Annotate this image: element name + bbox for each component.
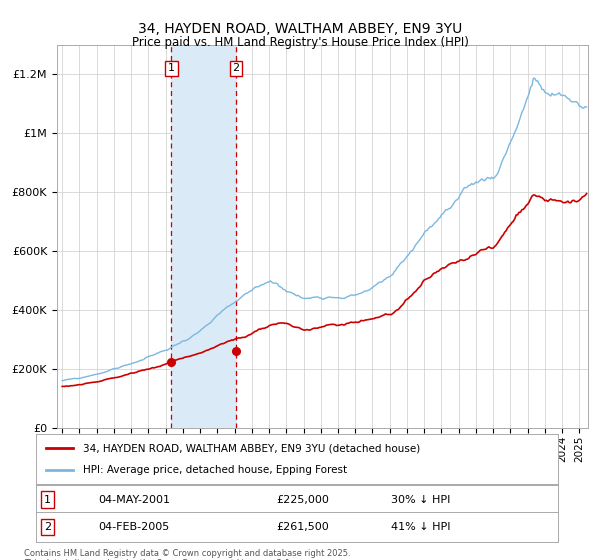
Text: 41% ↓ HPI: 41% ↓ HPI xyxy=(391,522,451,532)
Text: 2: 2 xyxy=(233,63,239,73)
Text: Contains HM Land Registry data © Crown copyright and database right 2025.
This d: Contains HM Land Registry data © Crown c… xyxy=(24,549,350,560)
Text: 04-FEB-2005: 04-FEB-2005 xyxy=(98,522,170,532)
Text: 04-MAY-2001: 04-MAY-2001 xyxy=(98,494,170,505)
Text: 1: 1 xyxy=(168,63,175,73)
Bar xyxy=(172,45,236,428)
Text: HPI: Average price, detached house, Epping Forest: HPI: Average price, detached house, Eppi… xyxy=(83,465,347,475)
Text: £225,000: £225,000 xyxy=(276,494,329,505)
Text: Price paid vs. HM Land Registry's House Price Index (HPI): Price paid vs. HM Land Registry's House … xyxy=(131,36,469,49)
Text: 34, HAYDEN ROAD, WALTHAM ABBEY, EN9 3YU: 34, HAYDEN ROAD, WALTHAM ABBEY, EN9 3YU xyxy=(138,22,462,36)
Text: 30% ↓ HPI: 30% ↓ HPI xyxy=(391,494,451,505)
Text: 34, HAYDEN ROAD, WALTHAM ABBEY, EN9 3YU (detached house): 34, HAYDEN ROAD, WALTHAM ABBEY, EN9 3YU … xyxy=(83,443,420,453)
Text: £261,500: £261,500 xyxy=(276,522,329,532)
Text: 2: 2 xyxy=(44,522,51,532)
Text: 1: 1 xyxy=(44,494,51,505)
